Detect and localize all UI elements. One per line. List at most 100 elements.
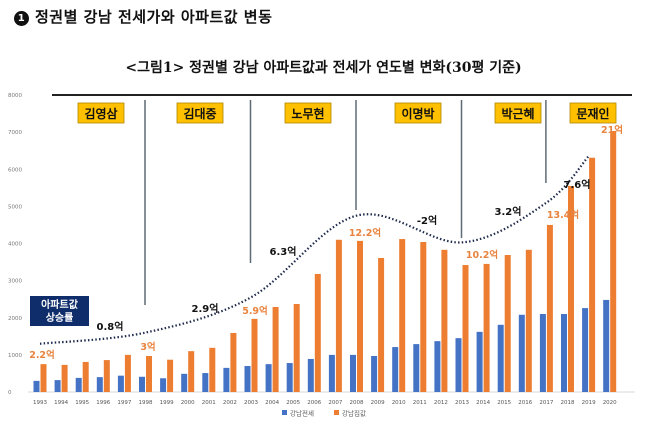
x-tick-label: 2010 [392, 400, 406, 406]
x-tick-label: 1996 [96, 400, 110, 406]
bar-jeonse [582, 308, 589, 392]
bar-jeonse [244, 366, 251, 392]
bar-price [209, 347, 216, 392]
trend-annotation: 3.2억 [495, 206, 522, 218]
x-tick-label: 1995 [75, 400, 89, 406]
bar-jeonse [561, 314, 567, 392]
bar-price [146, 355, 152, 392]
legend-label: 강남집값 [342, 409, 366, 418]
y-tick-label: 7000 [8, 130, 22, 136]
administration-label-box [284, 102, 332, 124]
x-tick-label: 2017 [539, 400, 553, 406]
price-label: 21억 [601, 124, 623, 136]
bar-price [82, 361, 89, 392]
bar-jeonse [117, 375, 124, 392]
bar-price [357, 240, 363, 392]
bar-price [399, 239, 406, 392]
bar-price [462, 265, 469, 392]
x-tick-label: 2006 [307, 400, 321, 406]
bar-price [230, 332, 237, 392]
bar-jeonse [413, 344, 420, 392]
bar-price [378, 257, 385, 392]
bar-price [251, 318, 258, 392]
administration-label-box [394, 102, 442, 124]
x-tick-label: 1993 [33, 400, 47, 406]
price-label: 12.2억 [349, 227, 381, 239]
bar-jeonse [328, 354, 335, 392]
x-tick-label: 2004 [265, 400, 279, 406]
legend-label: 강남전세 [290, 409, 314, 418]
y-tick-label: 6000 [8, 167, 22, 173]
trend-annotation: 6.3억 [270, 246, 297, 258]
number-badge: 1 [14, 11, 29, 26]
trend-annotation: -2억 [417, 215, 437, 227]
bar-price [589, 157, 596, 392]
x-tick-label: 2018 [561, 400, 575, 406]
bar-price [124, 354, 131, 392]
x-tick-label: 1998 [139, 400, 153, 406]
bar-price [40, 364, 47, 392]
legend-swatch [282, 410, 287, 415]
bar-jeonse [497, 324, 504, 392]
bar-jeonse [371, 355, 378, 392]
trend-annotation: 2.9억 [192, 303, 219, 315]
administration-label-box [176, 102, 224, 124]
bar-price [272, 306, 279, 392]
x-tick-label: 2020 [603, 400, 617, 406]
x-tick-label: 2016 [518, 400, 532, 406]
bar-jeonse [307, 358, 314, 392]
y-tick-label: 1000 [8, 353, 22, 359]
bar-price [61, 364, 68, 392]
x-tick-label: 1997 [117, 400, 131, 406]
bar-price [568, 185, 574, 392]
price-label: 5.9억 [242, 305, 268, 317]
y-tick-label: 8000 [8, 93, 22, 99]
price-label: 13.4억 [547, 209, 579, 221]
bar-jeonse [539, 314, 546, 392]
figure-title: <그림1> 정권별 강남 아파트값과 전세가 연도별 변화(30평 기준) [125, 60, 522, 76]
bar-price [167, 359, 174, 392]
administration-label-box [77, 102, 125, 124]
trend-label-box [30, 296, 89, 326]
bar-jeonse [518, 314, 525, 392]
trend-label-line1: 아파트값 [41, 298, 79, 311]
x-tick-label: 2003 [244, 400, 258, 406]
bar-jeonse [476, 331, 483, 392]
section-heading: 1 정권별 강남 전세가와 아파트값 변동 [14, 6, 272, 27]
bar-price [546, 224, 553, 392]
x-tick-label: 2012 [434, 400, 448, 406]
bar-jeonse [181, 373, 188, 392]
bar-jeonse [434, 341, 441, 392]
x-tick-label: 2019 [582, 400, 596, 406]
x-tick-label: 1994 [54, 400, 68, 406]
bar-jeonse [139, 376, 145, 392]
x-tick-label: 2015 [497, 400, 511, 406]
x-tick-label: 2014 [476, 400, 490, 406]
y-tick-label: 0 [8, 390, 12, 396]
bar-price [610, 131, 617, 393]
bar-price [314, 273, 321, 392]
price-label: 2.2억 [29, 349, 55, 361]
bar-price [103, 360, 110, 392]
bar-jeonse [392, 347, 399, 392]
trend-annotation: 7.6억 [564, 179, 591, 191]
administration-label: 김대중 [183, 106, 216, 121]
administration-label-box [569, 102, 617, 124]
x-tick-label: 1999 [160, 400, 174, 406]
price-label: 3억 [140, 341, 155, 353]
legend-swatch [334, 410, 339, 415]
bar-jeonse [350, 354, 356, 392]
x-tick-label: 2005 [286, 400, 300, 406]
x-tick-label: 2002 [223, 400, 237, 406]
bar-price [293, 304, 300, 392]
x-tick-label: 2011 [413, 400, 427, 406]
bar-price [525, 249, 532, 392]
heading-text: 정권별 강남 전세가와 아파트값 변동 [35, 8, 273, 26]
trend-annotation: 0.8억 [97, 321, 124, 333]
bar-jeonse [286, 363, 293, 392]
bar-price [441, 249, 448, 392]
administration-label-box [494, 102, 542, 124]
bar-price [188, 351, 195, 392]
trend-label-line2: 상승률 [46, 311, 74, 324]
